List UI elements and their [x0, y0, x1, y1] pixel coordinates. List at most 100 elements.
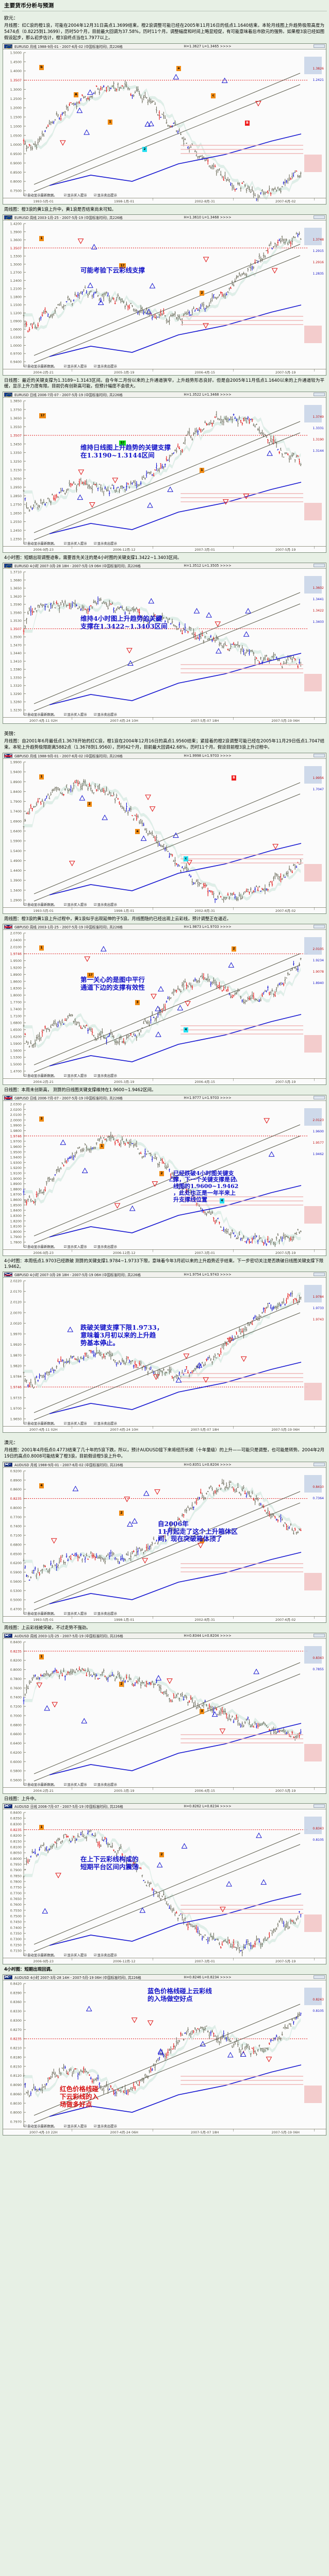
- flag-icon-eu: [4, 564, 12, 569]
- svg-text:2.0400: 2.0400: [10, 938, 22, 942]
- chart-x-axis: 1993-5月-011998-1月-012002-8月-312007-6月-02: [3, 1616, 326, 1622]
- chart-plot-area[interactable]: 0.8420 0.8390 0.8360 0.8330 0.8300 0.8270 0.82…: [3, 1980, 326, 2136]
- chart-plot-area[interactable]: 1.3850 1.3750 1.3650 1.3550 1.3507 1.3450 1.33…: [3, 398, 326, 553]
- svg-text:1.3600: 1.3600: [10, 238, 22, 242]
- chart-plot-area[interactable]: 0.9200 0.8900 0.8600 0.8235 0.8000 0.7700 0.74…: [3, 1467, 326, 1622]
- chart-plot-area[interactable]: 2.0220 2.0170 2.0120 2.0070 2.0020 1.9970 1.99…: [3, 1278, 326, 1433]
- price-marker: 1.7047: [312, 787, 324, 791]
- svg-text:1.9746: 1.9746: [10, 1385, 22, 1389]
- price-chart-audusd-周线[interactable]: AUDUSD 周线 2003-1月-25 - 2007-5月-19 (中国标准时…: [3, 1632, 326, 1794]
- chart-scroll-tab[interactable]: [314, 1804, 325, 1808]
- price-marker: 1.3331: [312, 427, 324, 431]
- chart-scroll-tab[interactable]: [314, 44, 325, 48]
- svg-text:1.2650: 1.2650: [10, 512, 22, 516]
- svg-text:1.9800: 1.9800: [10, 1129, 22, 1133]
- price-chart-gbpusd-周线[interactable]: GBPUSD 周线 2003-1月-25 - 2007-5月-19 (中国标准时…: [3, 923, 326, 1085]
- svg-text:1.4200: 1.4200: [10, 222, 22, 226]
- chart-high-low: H=1.9777 L=1.9703 >>>>: [184, 1095, 232, 1100]
- chart-high-low: H=0.8246 L=0.8234 >>>>: [184, 1975, 232, 1980]
- chart-plot-area[interactable]: 0.8400 0.8235 0.8200 0.8000 0.7800 0.7600 0.74…: [3, 1638, 326, 1793]
- price-marker: 1.3190: [312, 438, 324, 442]
- svg-text:1.3400: 1.3400: [10, 888, 22, 892]
- svg-text:1.8000: 1.8000: [10, 1229, 22, 1233]
- svg-text:2.0020: 2.0020: [10, 1321, 22, 1326]
- x-tick-label: 2006-12月-12: [84, 1249, 165, 1256]
- svg-text:1.2450: 1.2450: [10, 529, 22, 533]
- chart-scroll-tab[interactable]: [314, 215, 325, 219]
- chart-plot-area[interactable]: 2.0700 2.0400 2.0100 1.9746 1.9500 1.9200 1.89…: [3, 929, 326, 1084]
- x-tick-label: 2004-2月-21: [3, 369, 84, 375]
- svg-text:1.9733: 1.9733: [10, 1396, 22, 1400]
- svg-text:1.0500: 1.0500: [10, 133, 22, 138]
- chart-scroll-tab[interactable]: [314, 1462, 325, 1466]
- x-tick-label: 2007-4月-24 10H: [84, 1426, 165, 1432]
- chart-scroll-tab[interactable]: [314, 1975, 325, 1979]
- x-tick-label: 2007-4月-24 10H: [84, 717, 165, 723]
- chart-titlebar: AUDUSD 日线 2006-7月-07 - 2007-5月-19 (中国标准时…: [3, 1804, 326, 1810]
- svg-text:1.3850: 1.3850: [10, 399, 22, 403]
- chart-titlebar: GBPUSD 4小时 2007-3月-28 18H - 2007-5月-19 0…: [3, 1272, 326, 1278]
- x-tick-label: 2007-3月-01: [164, 1958, 245, 1964]
- x-tick-label: 2006-12月-12: [84, 1958, 165, 1964]
- price-marker: 0.7364: [312, 1496, 324, 1500]
- chart-scroll-tab[interactable]: [314, 924, 325, 928]
- x-tick-label: 2007-4月-24 06H: [84, 2129, 165, 2135]
- x-tick-label: 2006-4月-15: [164, 369, 245, 375]
- analysis-report-page: 主要货币分析与预测 欧元： 月线图：红C浪的橙1浪，可能在2004年12月31日高…: [0, 0, 329, 2140]
- wave-label: c: [211, 93, 216, 98]
- x-tick-label: 2005-3月-19: [84, 1078, 165, 1084]
- chart-scroll-tab[interactable]: [314, 564, 325, 568]
- flag-icon-au: [4, 1975, 12, 1980]
- chart-plot-area[interactable]: 1.5000 1.4500 1.4000 1.3507 1.3000 1.2500 1.20…: [3, 49, 326, 204]
- price-chart-audusd-日线[interactable]: AUDUSD 日线 2006-7月-07 - 2007-5月-19 (中国标准时…: [3, 1803, 326, 1965]
- svg-text:1.8100: 1.8100: [10, 1224, 22, 1228]
- chart-scroll-tab[interactable]: [314, 1273, 325, 1277]
- price-chart-eurusd-周线[interactable]: EURUSD 周线 2003-1月-25 - 2007-5月-19 (中国标准时…: [3, 214, 326, 376]
- x-tick-label: 1998-1月-01: [84, 907, 165, 913]
- svg-text:2.0700: 2.0700: [10, 931, 22, 935]
- svg-text:1.3550: 1.3550: [10, 425, 22, 429]
- svg-text:1.3290: 1.3290: [10, 692, 22, 696]
- svg-text:1.1500: 1.1500: [10, 115, 22, 119]
- chart-symbol-label: EURUSD 周线 2003-1月-25 - 2007-5月-19 (中国标准时…: [14, 215, 123, 220]
- chart-high-low: H=1.9754 L=1.9743 >>>>: [184, 1273, 232, 1277]
- price-chart-eurusd-月线[interactable]: EURUSD 月线 1988-9月-01 - 2007-6月-02 (中国标准时…: [3, 43, 326, 205]
- price-marker: 2.0123: [312, 1118, 324, 1122]
- svg-text:1.7900: 1.7900: [10, 800, 22, 804]
- chart-high-low: H=1.3610 L=1.3468 >>>>: [184, 215, 232, 219]
- chart-plot-area[interactable]: 0.8400 0.8350 0.8300 0.8235 0.8200 0.8150 0.81…: [3, 1809, 326, 1964]
- chart-plot-area[interactable]: 1.9900 1.9400 1.8900 1.8400 1.7900 1.7400 1.69…: [3, 758, 326, 913]
- price-chart-gbpusd-月线[interactable]: GBPUSD 月线 1988-9月-01 - 2007-6月-02 (中国标准时…: [3, 752, 326, 914]
- chart-scroll-tab[interactable]: [314, 1633, 325, 1637]
- svg-text:1.1800: 1.1800: [10, 295, 22, 299]
- svg-text:1.8000: 1.8000: [10, 993, 22, 997]
- price-marker: 1.8940: [312, 981, 324, 985]
- price-chart-gbpusd-日线[interactable]: GBPUSD 日线 2006-7月-07 - 2007-5月-19 (中国标准时…: [3, 1094, 326, 1256]
- chart-caption: 4小时图：短期出现调整迹象，需要首先关注的是4小时图的关键支撑1.3422~1.…: [4, 555, 182, 561]
- svg-text:1.3000: 1.3000: [10, 262, 22, 266]
- chart-plot-area[interactable]: 1.3710 1.3680 1.3650 1.3620 1.3590 1.3560 1.35…: [3, 569, 326, 724]
- chart-scroll-tab[interactable]: [314, 1095, 325, 1099]
- wave-label: 4: [184, 1027, 188, 1032]
- svg-text:1.8300: 1.8300: [10, 1213, 22, 1217]
- price-marker: 1.9234: [312, 958, 324, 962]
- wave-label: 1: [100, 1143, 104, 1149]
- chart-scroll-tab[interactable]: [314, 393, 325, 397]
- price-marker: 1.3748: [312, 238, 324, 242]
- svg-text:1.1500: 1.1500: [10, 303, 22, 307]
- svg-text:2.0120: 2.0120: [10, 1300, 22, 1304]
- chart-scroll-tab[interactable]: [314, 753, 325, 757]
- svg-text:2.0200: 2.0200: [10, 1107, 22, 1111]
- wave-label: 2: [159, 1852, 164, 1858]
- price-chart-audusd-4小时[interactable]: AUDUSD 4小时 2007-3月-28 14H - 2007-5月-19 0…: [3, 1974, 326, 2136]
- price-chart-audusd-月线[interactable]: AUDUSD 月线 1988-9月-01 - 2007-6月-02 (中国标准时…: [3, 1461, 326, 1623]
- price-chart-eurusd-日线[interactable]: EURUSD 日线 2006-7月-07 - 2007-5月-19 (中国标准时…: [3, 392, 326, 553]
- price-chart-gbpusd-4小时[interactable]: GBPUSD 4小时 2007-3月-28 18H - 2007-5月-19 0…: [3, 1272, 326, 1433]
- svg-text:1.9100: 1.9100: [10, 1171, 22, 1175]
- wave-label: 2: [159, 1171, 164, 1176]
- svg-text:0.8500: 0.8500: [10, 171, 22, 175]
- chart-caption: 4小时图：短期出现回调。: [4, 1967, 55, 1972]
- chart-plot-area[interactable]: 2.0300 2.0200 2.0100 2.0000 1.9900 1.9800 1.97…: [3, 1100, 326, 1256]
- price-chart-eurusd-4小时[interactable]: EURUSD 4小时 2007-3月-28 18H - 2007-5月-19 0…: [3, 563, 326, 724]
- chart-plot-area[interactable]: 1.4200 1.3900 1.3600 1.3507 1.3300 1.3000 1.27…: [3, 220, 326, 375]
